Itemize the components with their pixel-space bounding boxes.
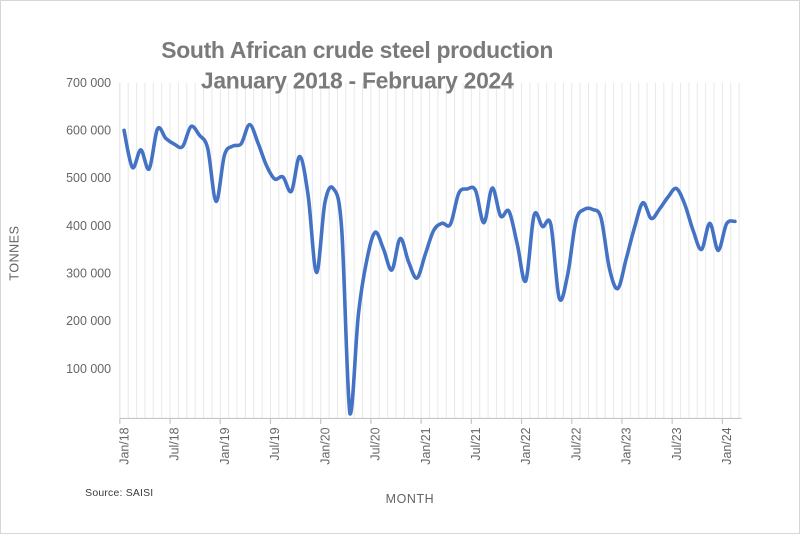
- x-axis-title: MONTH: [386, 492, 435, 506]
- x-tick-label: Jul/21: [469, 427, 483, 460]
- vertical-month-gridlines: [119, 82, 740, 419]
- x-tick-label: Jan/21: [419, 427, 433, 464]
- x-tick-label: Jan/22: [519, 427, 533, 464]
- chart-title-line-2: January 2018 - February 2024: [201, 68, 514, 94]
- y-tick-label: 600 000: [66, 124, 111, 138]
- y-tick-label: 700 000: [66, 76, 111, 90]
- x-tick-label: Jan/19: [218, 427, 232, 464]
- x-tick-label: Jul/22: [569, 427, 583, 460]
- x-tick-label: Jan/24: [720, 427, 734, 464]
- y-axis-tick-labels: 700 000 600 000 500 000 400 000 300 000 200 0…: [66, 76, 111, 376]
- x-tick-label: Jul/23: [670, 427, 684, 460]
- x-tick-label: Jan/23: [620, 427, 634, 464]
- y-tick-label: 100 000: [66, 362, 111, 376]
- y-tick-label: 400 000: [66, 219, 111, 233]
- y-tick-label: 300 000: [66, 266, 111, 280]
- y-tick-label: 200 000: [66, 314, 111, 328]
- chart-title-line-1: South African crude steel production: [161, 37, 553, 63]
- x-axis-tick-labels: Jan/18 Jul/18 Jan/19 Jul/19 Jan/20 Jul/20 Jan/…: [118, 418, 734, 465]
- x-tick-label: Jul/19: [268, 427, 282, 460]
- x-tick-label: Jul/20: [369, 427, 383, 460]
- x-tick-label: Jan/20: [318, 427, 332, 464]
- x-tick-label: Jul/18: [168, 427, 182, 460]
- crude-steel-production-line: [122, 122, 737, 416]
- x-tick-label: Jan/18: [118, 427, 132, 464]
- source-note: Source: SAISI: [85, 488, 153, 499]
- production-line-series: [122, 122, 737, 416]
- y-tick-label: 500 000: [66, 171, 111, 185]
- y-axis-title: TONNES: [7, 225, 21, 280]
